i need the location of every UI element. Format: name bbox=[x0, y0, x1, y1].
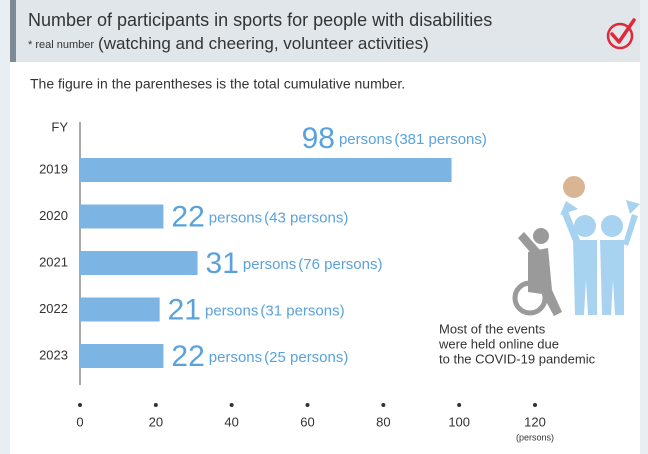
x-axis-label: (persons) bbox=[516, 432, 554, 442]
cumulative-label: (76 persons) bbox=[298, 256, 382, 273]
bar bbox=[80, 204, 164, 229]
chart-title: Number of participants in sports for peo… bbox=[28, 10, 492, 30]
bar bbox=[80, 158, 452, 182]
x-tick-label: 100 bbox=[448, 414, 470, 429]
value-label: 22 persons (25 persons) bbox=[171, 340, 348, 373]
value-number: 21 bbox=[168, 293, 201, 326]
value-unit: persons bbox=[205, 302, 258, 319]
y-tick-label: 2022 bbox=[39, 301, 68, 316]
check-icon bbox=[606, 18, 636, 50]
x-tick-label: 120 bbox=[524, 414, 546, 429]
header-band bbox=[10, 0, 640, 62]
cumulative-label: (31 persons) bbox=[260, 302, 344, 319]
bar bbox=[80, 251, 198, 275]
value-label: 98 persons (381 persons) bbox=[302, 122, 487, 155]
value-unit: persons bbox=[209, 209, 262, 226]
illustration bbox=[512, 176, 640, 316]
x-tick-label: 60 bbox=[300, 414, 314, 429]
x-tick bbox=[78, 403, 82, 407]
x-tick-label: 80 bbox=[376, 414, 390, 429]
cumulative-label: (43 persons) bbox=[264, 209, 348, 226]
value-label: 22 persons (43 persons) bbox=[171, 200, 348, 233]
x-tick-label: 20 bbox=[149, 414, 163, 429]
value-unit: persons bbox=[243, 256, 296, 273]
value-number: 22 bbox=[171, 200, 204, 233]
y-tick-label: 2019 bbox=[39, 161, 68, 176]
cumulative-label: (381 persons) bbox=[394, 131, 487, 148]
value-unit: persons bbox=[339, 131, 392, 148]
bar bbox=[80, 297, 160, 322]
y-axis-label: FY bbox=[51, 119, 68, 134]
value-unit: persons bbox=[209, 349, 262, 366]
note: The figure in the parentheses is the tot… bbox=[30, 76, 405, 92]
x-tick-label: 0 bbox=[76, 414, 83, 429]
x-tick bbox=[457, 403, 462, 407]
y-tick-label: 2021 bbox=[39, 254, 68, 269]
value-number: 22 bbox=[171, 340, 204, 373]
value-label: 31 persons (76 persons) bbox=[206, 247, 383, 280]
x-tick bbox=[153, 403, 158, 407]
subtitle: (watching and cheering, volunteer activi… bbox=[98, 34, 429, 53]
x-tick bbox=[533, 403, 537, 407]
x-tick bbox=[305, 403, 310, 407]
annotation: to the COVID-19 pandemic bbox=[439, 351, 596, 366]
bar bbox=[80, 344, 164, 368]
chart-subtitle: * real number (watching and cheering, vol… bbox=[28, 34, 429, 53]
cumulative-label: (25 persons) bbox=[264, 349, 348, 366]
x-tick bbox=[381, 403, 386, 407]
x-tick-label: 40 bbox=[224, 414, 238, 429]
value-label: 21 persons (31 persons) bbox=[168, 293, 345, 326]
y-tick-label: 2020 bbox=[39, 208, 68, 223]
annotation: Most of the events bbox=[439, 321, 546, 336]
header-accent bbox=[10, 0, 16, 62]
y-tick-label: 2023 bbox=[39, 347, 68, 362]
value-number: 31 bbox=[206, 247, 239, 280]
subtitle-note: * real number bbox=[28, 39, 94, 51]
value-number: 98 bbox=[302, 122, 335, 155]
annotation: were held online due bbox=[438, 336, 559, 351]
x-tick bbox=[229, 403, 234, 407]
